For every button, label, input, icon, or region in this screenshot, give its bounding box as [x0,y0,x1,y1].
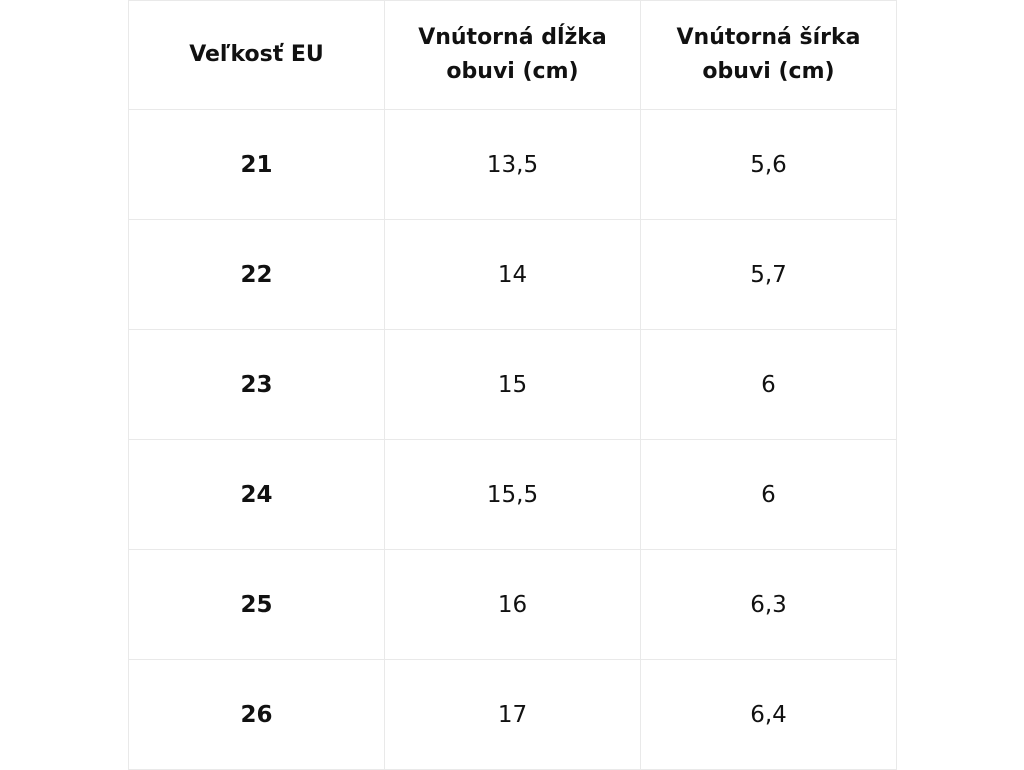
eu-size-cell: 25 [128,549,385,660]
header-label-line-2: obuvi (cm) [446,59,579,84]
header-label-line-2: obuvi (cm) [702,59,835,84]
shoe-size-table: Veľkosť EU Vnútorná dĺžka obuvi (cm) Vnú… [128,0,897,770]
inner-length-cell: 15 [384,329,641,440]
inner-width-cell: 6,3 [640,549,897,660]
inner-width-cell: 6 [640,439,897,550]
table-row: 23 15 6 [128,329,897,440]
table-row: 26 17 6,4 [128,659,897,770]
column-header-inner-width: Vnútorná šírka obuvi (cm) [640,0,897,110]
header-label-line-1: Vnútorná dĺžka [418,25,607,50]
eu-size-cell: 23 [128,329,385,440]
table-row: 21 13,5 5,6 [128,109,897,220]
column-header-inner-length: Vnútorná dĺžka obuvi (cm) [384,0,641,110]
inner-length-cell: 17 [384,659,641,770]
table-row: 24 15,5 6 [128,439,897,550]
inner-width-cell: 5,7 [640,219,897,330]
eu-size-cell: 26 [128,659,385,770]
table-body: 21 13,5 5,6 22 14 5,7 23 15 6 24 15,5 6 … [128,109,897,770]
inner-length-cell: 13,5 [384,109,641,220]
inner-length-cell: 16 [384,549,641,660]
eu-size-cell: 21 [128,109,385,220]
inner-width-cell: 5,6 [640,109,897,220]
column-header-eu-size: Veľkosť EU [128,0,385,110]
inner-width-cell: 6 [640,329,897,440]
header-row: Veľkosť EU Vnútorná dĺžka obuvi (cm) Vnú… [128,0,897,110]
table-row: 22 14 5,7 [128,219,897,330]
header-label: Veľkosť EU [189,42,324,67]
eu-size-cell: 24 [128,439,385,550]
inner-length-cell: 14 [384,219,641,330]
table-row: 25 16 6,3 [128,549,897,660]
header-label-line-1: Vnútorná šírka [676,25,861,50]
inner-width-cell: 6,4 [640,659,897,770]
eu-size-cell: 22 [128,219,385,330]
table-header: Veľkosť EU Vnútorná dĺžka obuvi (cm) Vnú… [128,0,897,110]
inner-length-cell: 15,5 [384,439,641,550]
